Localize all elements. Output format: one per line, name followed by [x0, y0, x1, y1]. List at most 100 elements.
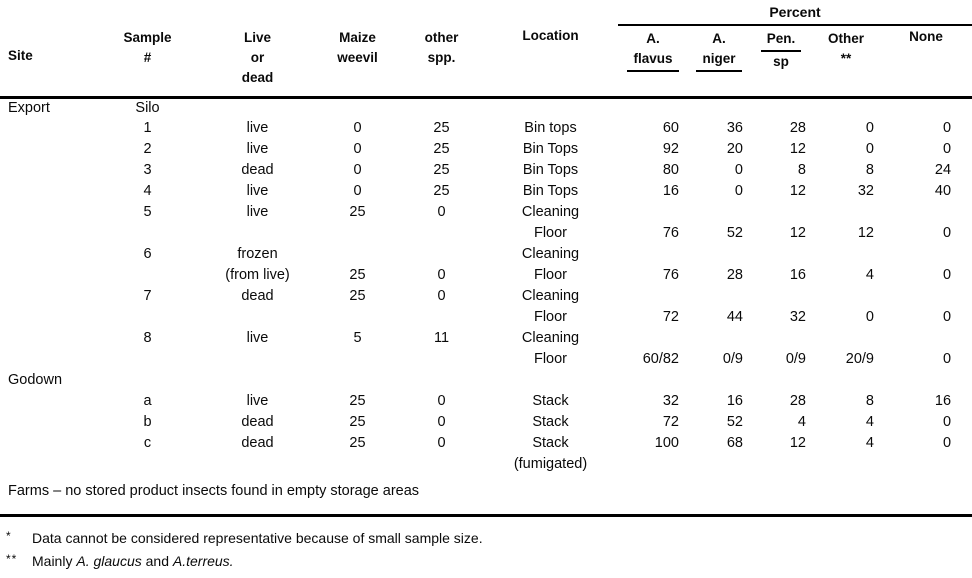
table-cell [812, 370, 880, 391]
col-header-pensp-line2: sp [773, 54, 789, 69]
table-cell [0, 433, 95, 454]
table-cell [95, 349, 200, 370]
table-cell: Bin Tops [522, 141, 579, 157]
col-header-location: Location [483, 25, 618, 99]
table-cell [200, 349, 315, 370]
table-cell [0, 160, 95, 181]
table-cell: 0 [942, 267, 952, 283]
table-cell [880, 286, 972, 307]
table-cell [750, 244, 812, 265]
table-cell [688, 370, 750, 391]
table-cell [880, 244, 972, 265]
col-header-site: Site [0, 25, 95, 99]
table-cell [812, 244, 880, 265]
table-cell [880, 97, 972, 118]
footnotes: * Data cannot be considered representativ… [0, 517, 972, 572]
table-cell [200, 307, 315, 328]
table-cell [0, 391, 95, 412]
footnote-sample-size: * Data cannot be considered representativ… [6, 526, 972, 549]
table-cell: 3 [143, 162, 152, 178]
table-cell: 68 [726, 435, 743, 451]
table-row: 5 live 25 0 Cleaning [0, 202, 972, 223]
table-cell: 12 [857, 225, 874, 241]
table-cell: 0 [437, 288, 446, 304]
table-cell: Bin Tops [522, 183, 579, 199]
table-cell: 76 [662, 267, 679, 283]
table-cell [0, 454, 95, 475]
table-cell [200, 97, 315, 118]
table-cell: 0 [865, 309, 874, 325]
table-cell: 4 [797, 414, 806, 430]
table-cell [750, 202, 812, 223]
col-header-pensp-line1: Pen. [760, 29, 802, 52]
table-cell: 32 [662, 393, 679, 409]
col-header-live-line3: dead [241, 70, 274, 85]
col-header-sample: Sample # [95, 25, 200, 99]
col-header-otherspp-line1: other [424, 30, 459, 45]
table-row: 1 live 0 25 Bin tops 60 36 28 0 0 [0, 118, 972, 139]
table-cell [400, 370, 483, 391]
table-cell: Export [8, 99, 50, 116]
footnote-other-species-prefix: Mainly [32, 553, 73, 569]
table-cell: 1 [143, 120, 152, 136]
table-cell: 72 [662, 414, 679, 430]
table-cell: 0 [353, 120, 362, 136]
table-cell: 4 [865, 414, 874, 430]
table-cell: Godown [8, 372, 63, 388]
table-cell: Cleaning [521, 246, 580, 262]
table-cell: 60 [662, 120, 679, 136]
table-cell [95, 265, 200, 286]
table-row: Export Silo [0, 97, 972, 118]
table-cell: 0 [734, 162, 743, 178]
table-cell: 0/9 [722, 351, 743, 367]
col-header-maize-line1: Maize [339, 30, 376, 45]
table-cell [880, 328, 972, 349]
col-header-live-line2: or [250, 50, 265, 65]
table-cell: 0 [437, 204, 446, 220]
table-cell [400, 223, 483, 244]
table-cell: 4 [865, 267, 874, 283]
col-header-other-line1: Other [827, 31, 864, 46]
table-cell [618, 97, 688, 118]
table-cell: 0 [942, 141, 952, 157]
table-cell: 0 [437, 435, 446, 451]
table-cell [0, 181, 95, 202]
footnote-other-species: ** Mainly A. glaucus and A.terreus. [6, 549, 972, 572]
table-cell: Cleaning [521, 288, 580, 304]
table-row: (fumigated) [0, 454, 972, 475]
table-cell: 76 [662, 225, 679, 241]
table-cell: dead [241, 435, 274, 451]
table-cell: 25 [349, 288, 366, 304]
table-cell [750, 97, 812, 118]
table-cell: Stack [532, 414, 569, 430]
table-cell [400, 97, 483, 118]
table-cell: 0 [437, 393, 446, 409]
table-cell [315, 370, 400, 391]
table-cell: 0 [353, 162, 362, 178]
col-header-other-spp: other spp. [400, 25, 483, 99]
table-body: Export Silo 1 live 0 25 Bin tops 60 36 28 0 0 2 live 0… [0, 97, 972, 475]
table-cell [483, 97, 618, 118]
col-header-maize-weevil: Maize weevil [315, 25, 400, 99]
table-cell [0, 286, 95, 307]
table-cell [812, 454, 880, 475]
table-cell: Floor [533, 309, 568, 325]
table-cell: 0 [437, 414, 446, 430]
table-cell: 20 [726, 141, 743, 157]
table-cell: a [143, 393, 152, 409]
table-cell: 16 [726, 393, 743, 409]
table-cell: live [246, 330, 269, 346]
col-header-aniger-line2: niger [696, 49, 742, 72]
table-cell [200, 370, 315, 391]
table-cell: dead [241, 162, 274, 178]
table-cell: 0/9 [785, 351, 806, 367]
table-cell: live [246, 183, 269, 199]
table-row: 2 live 0 25 Bin Tops 92 20 12 0 0 [0, 139, 972, 160]
table-cell [750, 370, 812, 391]
table-cell: 52 [726, 414, 743, 430]
table-cell [200, 454, 315, 475]
column-labels-row: Site Sample # Live or dead M [0, 25, 972, 99]
table-cell: 72 [662, 309, 679, 325]
table-cell: 2 [143, 141, 152, 157]
